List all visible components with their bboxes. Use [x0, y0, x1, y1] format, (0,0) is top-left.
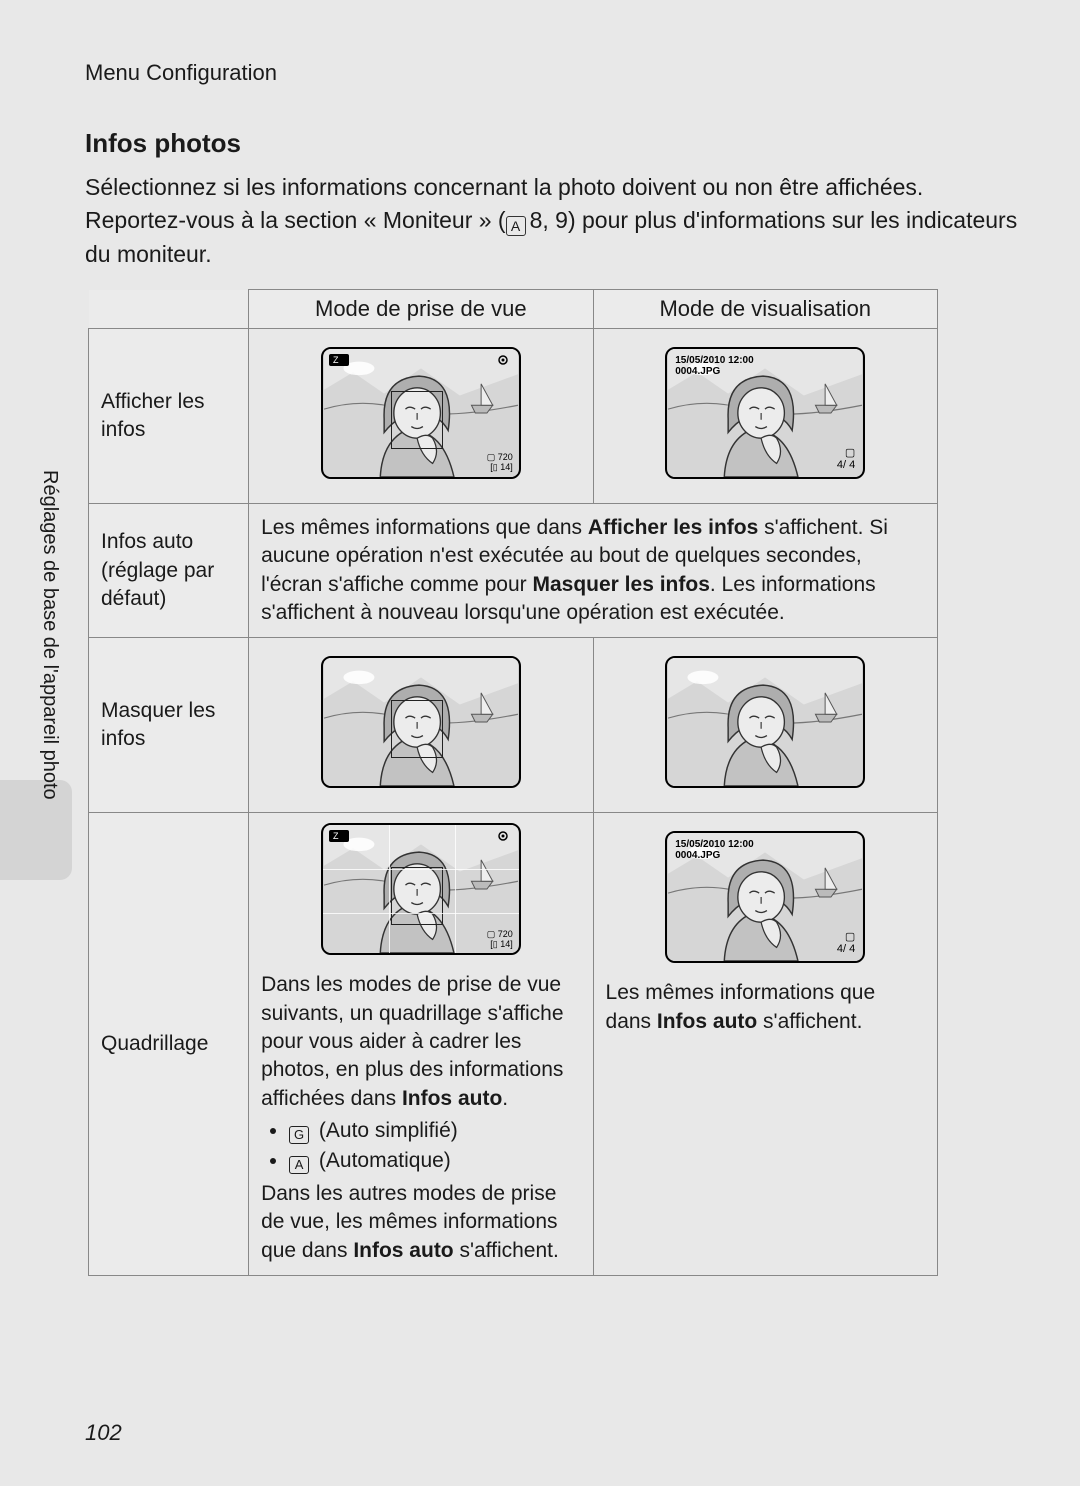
screen-play-show: 15/05/2010 12:00 0004.JPG ▢ 4/ 4 — [665, 347, 865, 479]
row-grid-shoot: Z ▢ 720 [▯ 14] Dans les modes de prise d… — [249, 813, 593, 1275]
mode-icon-a: A — [289, 1156, 309, 1174]
list-item: A (Automatique) — [289, 1147, 580, 1175]
list-item: G (Auto simplifié) — [289, 1117, 580, 1145]
row-hide-shoot — [249, 638, 593, 813]
screen-play-hide — [665, 656, 865, 788]
table-corner — [89, 290, 249, 329]
row-hide-label: Masquer les infos — [89, 638, 249, 813]
row-show-play: 15/05/2010 12:00 0004.JPG ▢ 4/ 4 — [593, 329, 937, 504]
col-playback: Mode de visualisation — [593, 290, 937, 329]
screen-shoot-show: Z ▢ 720 [▯ 14] — [321, 347, 521, 479]
row-grid-label: Quadrillage — [89, 813, 249, 1275]
side-tab — [0, 780, 72, 880]
row-grid-play: 15/05/2010 12:00 0004.JPG ▢ 4/ 4 Les mêm… — [593, 813, 937, 1275]
rec-icon — [497, 354, 511, 368]
col-shooting: Mode de prise de vue — [249, 290, 593, 329]
screen-shoot-hide — [321, 656, 521, 788]
intro-text: Sélectionnez si les informations concern… — [85, 171, 1045, 271]
svg-text:Z: Z — [333, 355, 339, 365]
infos-photos-table: Mode de prise de vue Mode de visualisati… — [88, 289, 938, 1276]
row-show-shoot: Z ▢ 720 [▯ 14] — [249, 329, 593, 504]
mode-icon-g: G — [289, 1126, 309, 1144]
section-title: Infos photos — [85, 128, 1045, 159]
row-show-label: Afficher les infos — [89, 329, 249, 504]
row-auto-desc: Les mêmes informations que dans Afficher… — [249, 504, 938, 638]
page-ref-icon: A — [506, 216, 526, 236]
row-auto-label: Infos auto (réglage par défaut) — [89, 504, 249, 638]
row-hide-play — [593, 638, 937, 813]
screen-play-grid: 15/05/2010 12:00 0004.JPG ▢ 4/ 4 — [665, 831, 865, 963]
screen-shoot-grid: Z ▢ 720 [▯ 14] — [321, 823, 521, 955]
breadcrumb: Menu Configuration — [85, 60, 1045, 86]
side-section-label: Réglages de base de l'appareil photo — [38, 470, 61, 800]
svg-text:Z: Z — [333, 831, 339, 841]
page-number: 102 — [85, 1420, 122, 1446]
